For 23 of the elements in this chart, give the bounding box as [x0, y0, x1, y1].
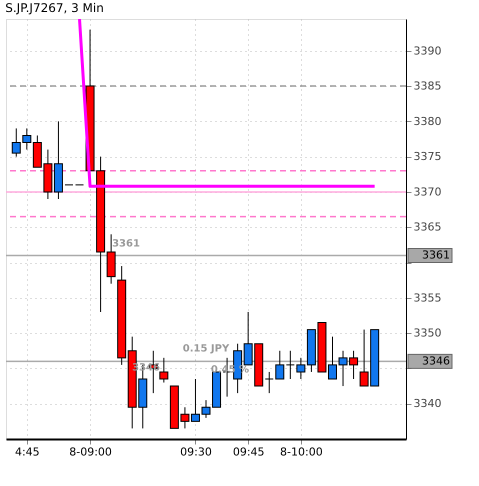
- candlestick: [159, 357, 168, 384]
- y-tick-label: 3350: [414, 326, 442, 340]
- y-tick-label: 3375: [414, 150, 442, 164]
- ref-line-label: 3346: [422, 354, 450, 368]
- y-tick-label: 3370: [414, 185, 442, 198]
- y-tick-label: 3340: [414, 397, 442, 410]
- annotation: 3361: [112, 238, 140, 250]
- y-tick-label: 3380: [414, 114, 442, 128]
- chart-title: S.JP.J7267, 3 Min: [5, 1, 104, 15]
- ref-line-label: 3361: [422, 248, 450, 262]
- y-tick-label: 3390: [414, 44, 442, 58]
- y-tick-label: 3355: [414, 291, 442, 304]
- annotation: 0.15 JPY: [182, 344, 230, 355]
- x-tick-label: 4:45: [14, 446, 40, 458]
- candlestick: [286, 350, 295, 380]
- y-tick-label: 3365: [414, 220, 442, 234]
- x-tick-label: 8-09:00: [69, 446, 112, 458]
- candlestick: [275, 350, 284, 380]
- candlestick: [264, 371, 274, 394]
- x-tick-label: 8-10:00: [280, 446, 323, 458]
- x-tick-label: 09:45: [232, 446, 265, 458]
- x-tick-label: 09:30: [180, 446, 212, 458]
- y-tick-label: 3385: [414, 80, 442, 93]
